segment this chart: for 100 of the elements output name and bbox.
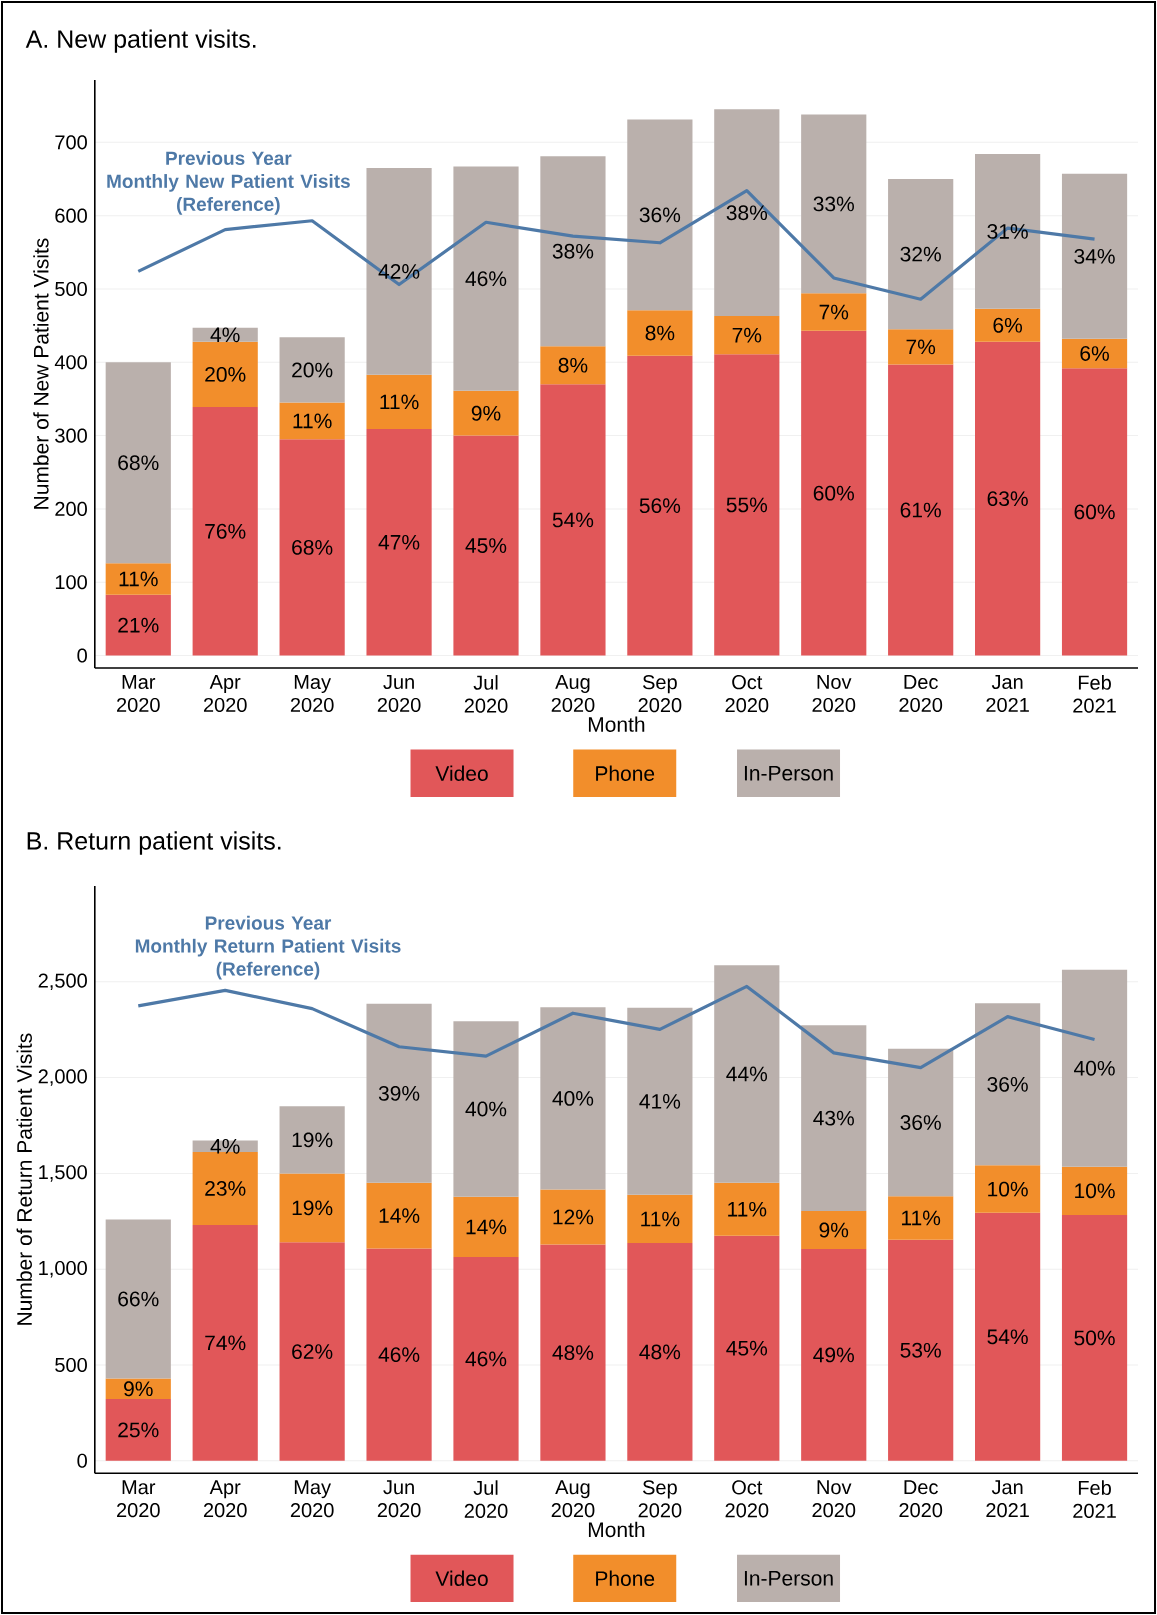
annotation: 21%	[118, 617, 159, 633]
y-tick-label: 700	[55, 135, 87, 150]
bar	[1061, 338, 1128, 369]
annotation: 53%	[900, 1342, 941, 1358]
bar	[1061, 1214, 1128, 1461]
bar	[366, 1003, 432, 1183]
bar	[888, 329, 954, 365]
annotation: 62%	[292, 1344, 333, 1360]
bar	[627, 1007, 693, 1195]
annotation: 34%	[1074, 248, 1115, 264]
annotation: 44%	[726, 1066, 768, 1082]
bar	[975, 1165, 1041, 1213]
bar	[192, 1224, 258, 1461]
annotation: 4%	[210, 327, 240, 343]
text: Video	[435, 765, 488, 781]
x-tick-label: Sep 2020	[638, 675, 682, 713]
annotation: 46%	[378, 1347, 420, 1363]
annotation: 8%	[558, 357, 588, 373]
bar	[801, 1025, 867, 1211]
y-tick-label: 0	[77, 648, 87, 663]
bar	[714, 109, 780, 317]
bar	[540, 346, 606, 385]
annotation: 40%	[465, 1101, 507, 1117]
x-tick-label: May 2020	[290, 675, 334, 713]
annotation: 54%	[987, 1329, 1028, 1345]
bar	[105, 362, 171, 564]
bar	[888, 1239, 954, 1461]
annotation: 36%	[987, 1076, 1028, 1092]
bar	[888, 178, 954, 330]
x-tick-label: Nov 2020	[812, 1480, 856, 1518]
bar	[975, 308, 1041, 342]
y-tick-label: 200	[55, 501, 87, 516]
bar	[366, 374, 432, 429]
y-axis-title: Number of New Patient Visits	[33, 238, 49, 509]
bar	[453, 1196, 519, 1258]
chart-title: B. Return patient visits.	[27, 831, 281, 855]
x-tick-label: Aug 2020	[551, 1480, 595, 1518]
text: Phone	[596, 765, 655, 781]
bar	[801, 114, 867, 294]
annotation: 41%	[639, 1094, 681, 1109]
annotation: 68%	[292, 539, 333, 555]
y-tick-label: 1,500	[39, 1165, 87, 1182]
x-tick-label: Jun 2020	[377, 675, 421, 713]
bar	[714, 354, 780, 656]
annotation: 46%	[465, 1351, 507, 1367]
bar	[975, 1212, 1041, 1461]
y-tick-label: 100	[55, 575, 87, 590]
annotation: 43%	[813, 1110, 854, 1126]
bar	[453, 435, 519, 656]
y-tick-label: 1,000	[39, 1260, 87, 1278]
bar	[888, 1048, 954, 1197]
y-tick-label: 500	[55, 1357, 87, 1373]
x-tick-label: Apr 2020	[203, 675, 247, 713]
bar	[279, 1173, 345, 1243]
annotation: 38%	[726, 205, 768, 221]
annotation: 11%	[119, 571, 158, 587]
bar	[627, 355, 693, 656]
annotation: 60%	[813, 485, 854, 501]
x-tick-label: Feb 2021	[1073, 1480, 1116, 1518]
annotation: 6%	[993, 317, 1023, 333]
chart-title: A. New patient visits.	[25, 29, 256, 53]
annotation: 55%	[726, 497, 768, 513]
bar	[453, 166, 519, 391]
bar	[279, 1106, 345, 1174]
y-tick-label: 2,500	[38, 973, 87, 991]
x-tick-label: Jan 2021	[986, 675, 1029, 713]
bar	[714, 316, 780, 355]
bar	[453, 1257, 519, 1461]
annotation: 46%	[465, 271, 507, 287]
bar	[366, 1182, 432, 1249]
annotation: 25%	[118, 1422, 159, 1438]
bar	[801, 1249, 867, 1461]
x-tick-label: Oct 2020	[725, 1480, 769, 1518]
x-tick-label: Mar 2020	[117, 1480, 160, 1518]
bar	[627, 1194, 693, 1244]
bar	[540, 156, 606, 347]
annotation: 54%	[552, 512, 594, 528]
x-tick-label: Dec 2020	[899, 675, 943, 713]
annotation: 38%	[552, 243, 594, 259]
annotation: 9%	[819, 1222, 849, 1238]
bar	[192, 341, 258, 407]
annotation: 19%	[292, 1200, 333, 1216]
annotation: 6%	[1080, 346, 1109, 361]
bar	[540, 1007, 606, 1190]
annotation: 32%	[900, 246, 941, 262]
bar	[105, 563, 171, 595]
bar	[279, 1242, 345, 1461]
annotation: 9%	[124, 1381, 153, 1397]
series-label: Previous Year Monthly New Patient Visits (Reference)	[107, 151, 350, 215]
bar	[627, 119, 693, 311]
annotation: 39%	[378, 1085, 420, 1101]
bar	[105, 594, 171, 656]
bar	[801, 330, 867, 656]
annotation: 40%	[552, 1090, 594, 1106]
x-axis-title: Month	[588, 1521, 645, 1538]
bar	[714, 1182, 780, 1236]
annotation: 45%	[726, 1340, 768, 1356]
annotation: 20%	[205, 366, 246, 382]
annotation: 11%	[728, 1201, 767, 1217]
x-tick-label: Feb 2021	[1073, 675, 1116, 713]
